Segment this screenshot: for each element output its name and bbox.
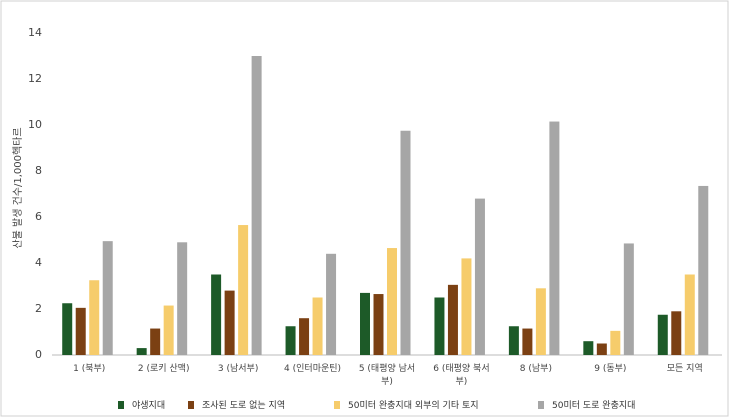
bar: [163, 305, 174, 355]
bar: [657, 314, 668, 355]
bar: [400, 130, 411, 355]
legend-label: 50미터 도로 완충지대: [552, 401, 636, 411]
x-tick-label: 모든 지역: [666, 364, 703, 374]
y-tick-label: 2: [35, 302, 42, 315]
bar: [75, 307, 86, 355]
bar: [299, 318, 310, 355]
y-tick-label: 6: [35, 210, 42, 223]
x-tick-label: 3 (남서부): [217, 364, 259, 374]
x-tick-label: 8 (남부): [519, 364, 552, 374]
bar: [474, 198, 485, 355]
bar: [596, 343, 607, 355]
x-tick-label: 9 (동부): [594, 364, 627, 374]
bar: [522, 328, 533, 355]
y-tick-label: 0: [35, 348, 42, 361]
legend-label: 50미터 완충지대 외부의 기타 토지: [348, 401, 479, 411]
bar: [285, 326, 296, 355]
bar: [312, 297, 323, 355]
bar: [373, 294, 384, 355]
bar: [583, 341, 594, 355]
bar: [671, 311, 682, 355]
bar: [610, 330, 621, 355]
bar: [387, 248, 397, 355]
y-tick-label: 4: [35, 256, 42, 269]
bar: [238, 225, 249, 355]
legend-swatch: [188, 401, 194, 409]
x-tick-label: 1 (북부): [73, 364, 106, 374]
legend-swatch: [118, 401, 124, 409]
y-tick-label: 14: [28, 26, 42, 39]
bar: [623, 243, 634, 355]
bar: [62, 303, 73, 355]
bar: [251, 56, 262, 355]
bar: [150, 328, 161, 355]
legend-swatch: [334, 401, 340, 409]
bar: [684, 274, 695, 355]
bar: [136, 348, 147, 355]
legend-label: 조사된 도로 없는 지역: [202, 401, 286, 411]
bar: [535, 288, 546, 355]
bar: [447, 284, 458, 355]
bar: [360, 292, 370, 355]
bar: [434, 297, 445, 355]
x-tick-label: 6 (태평양 북서부): [433, 364, 490, 387]
bar: [326, 253, 337, 355]
y-tick-label: 8: [35, 164, 42, 177]
x-tick-label: 2 (로키 산맥): [137, 364, 190, 374]
bar: [89, 280, 100, 355]
y-tick-label: 10: [28, 118, 42, 131]
legend-label: 야생지대: [132, 401, 166, 411]
bar: [102, 241, 113, 355]
legend-swatch: [538, 401, 544, 409]
bar: [698, 185, 709, 355]
y-tick-label: 12: [28, 72, 42, 85]
bar: [177, 242, 188, 355]
y-axis-title: 산불 발생 건수/1,000헥타르: [12, 127, 24, 248]
legend-item: 야생지대: [118, 398, 165, 411]
x-tick-label: 5 (태평양 남서부): [358, 364, 416, 387]
bar: [549, 121, 560, 355]
bar: [211, 274, 222, 355]
bar: [508, 326, 519, 355]
legend-item: 50미터 도로 완충지대: [538, 398, 635, 411]
x-tick-label: 4 (인터마운틴): [284, 364, 342, 374]
bar: [461, 258, 472, 355]
bar: [224, 290, 235, 355]
legend-item: 조사된 도로 없는 지역: [188, 398, 285, 411]
legend-item: 50미터 완충지대 외부의 기타 토지: [334, 398, 479, 411]
